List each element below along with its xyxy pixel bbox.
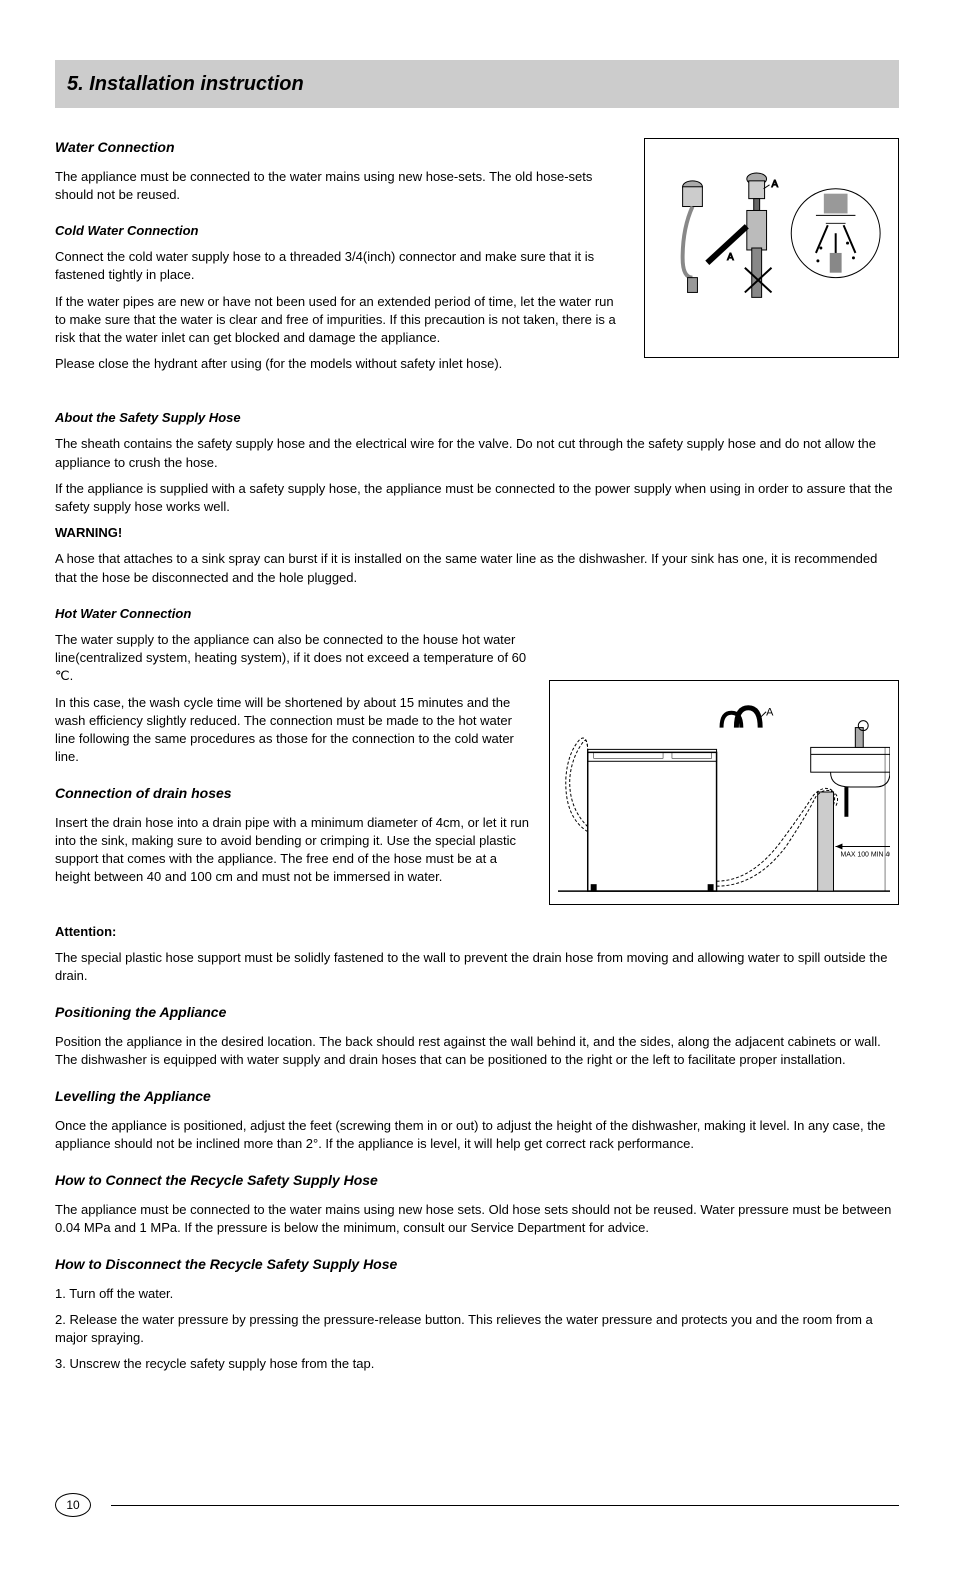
header-bar: 5. Installation instruction [55, 60, 899, 108]
figure-1-hose-connection: A A [644, 138, 899, 358]
figure2-label: MAX 100 MIN 40 [840, 852, 890, 859]
water-connection-para1: The appliance must be connected to the w… [55, 168, 624, 204]
hot-water-para1: The water supply to the appliance can al… [55, 631, 529, 686]
svg-text:A: A [766, 707, 774, 719]
levelling-para1: Once the appliance is positioned, adjust… [55, 1117, 899, 1153]
cold-water-para2: If the water pipes are new or have not b… [55, 293, 624, 348]
drain-hoses-para1: Insert the drain hose into a drain pipe … [55, 814, 529, 887]
cold-water-para1: Connect the cold water supply hose to a … [55, 248, 624, 284]
footer-divider [111, 1505, 899, 1506]
water-connection-heading: Water Connection [55, 138, 624, 158]
figure-2-drain-hose: A MAX 100 MIN 40 [549, 680, 899, 905]
svg-text:A: A [727, 252, 734, 263]
safety-supply-para2: If the appliance is supplied with a safe… [55, 480, 899, 516]
attention-label: Attention: [55, 924, 116, 939]
safety-supply-heading: About the Safety Supply Hose [55, 409, 899, 427]
hose-connection-diagram: A A [653, 148, 890, 348]
cold-water-para3: Please close the hydrant after using (fo… [55, 355, 624, 373]
page-title: 5. Installation instruction [67, 70, 887, 98]
drain-disconnect-step2: 2. Release the water pressure by pressin… [55, 1311, 899, 1347]
levelling-heading: Levelling the Appliance [55, 1087, 899, 1107]
safety-supply-para1: The sheath contains the safety supply ho… [55, 435, 899, 471]
positioning-heading: Positioning the Appliance [55, 1003, 899, 1023]
drain-hose-diagram: A MAX 100 MIN 40 [558, 687, 890, 897]
attention-text: The special plastic hose support must be… [55, 949, 899, 985]
page-number: 10 [55, 1493, 91, 1517]
drain-connect-para1: The appliance must be connected to the w… [55, 1201, 899, 1237]
svg-text:A: A [772, 179, 779, 190]
drain-disconnect-step3: 3. Unscrew the recycle safety supply hos… [55, 1355, 899, 1373]
page-footer: 10 [55, 1493, 899, 1517]
positioning-para1: Position the appliance in the desired lo… [55, 1033, 899, 1069]
drain-hoses-heading: Connection of drain hoses [55, 784, 529, 804]
hot-water-para2: In this case, the wash cycle time will b… [55, 694, 529, 767]
cold-water-heading: Cold Water Connection [55, 222, 624, 240]
drain-connect-heading: How to Connect the Recycle Safety Supply… [55, 1171, 899, 1191]
warning-label: WARNING! [55, 525, 122, 540]
warning-text: A hose that attaches to a sink spray can… [55, 550, 899, 586]
drain-disconnect-step1: 1. Turn off the water. [55, 1285, 899, 1303]
hot-water-heading: Hot Water Connection [55, 605, 529, 623]
drain-disconnect-heading: How to Disconnect the Recycle Safety Sup… [55, 1255, 899, 1275]
